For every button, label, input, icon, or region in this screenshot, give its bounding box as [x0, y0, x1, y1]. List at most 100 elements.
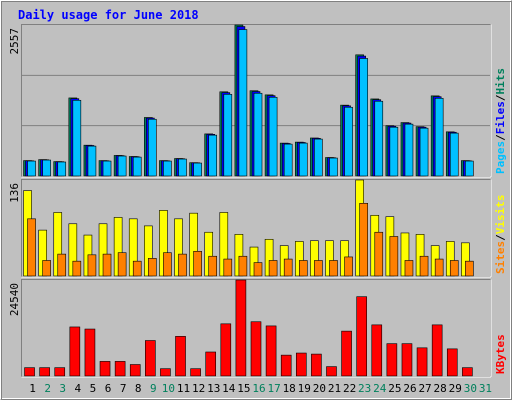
- bar: [208, 255, 218, 277]
- legend-separator: /: [494, 94, 507, 101]
- bar: [160, 368, 171, 377]
- x-tick-label: 3: [59, 382, 66, 395]
- bar: [283, 258, 293, 277]
- x-tick-label: 1: [29, 382, 36, 395]
- x-tick-label: 12: [192, 382, 205, 395]
- bar: [117, 155, 127, 177]
- bar: [27, 160, 36, 177]
- bar: [449, 260, 459, 277]
- x-tick-label: 30: [464, 382, 477, 395]
- legend: Sites/Visits: [494, 195, 507, 275]
- chart-title: Daily usage for June 2018: [18, 8, 199, 22]
- bar: [462, 367, 473, 377]
- bar: [27, 218, 36, 277]
- bar: [148, 258, 157, 277]
- bar: [359, 58, 368, 177]
- legend-separator: /: [494, 234, 507, 241]
- bar: [431, 324, 443, 377]
- x-tick-label: 15: [237, 382, 250, 395]
- bar: [223, 258, 233, 277]
- bar: [193, 162, 202, 177]
- legend-separator: /: [494, 134, 507, 141]
- bar: [24, 367, 35, 377]
- bar: [419, 127, 429, 177]
- bar: [389, 126, 399, 177]
- y-tick-label: 2557: [8, 28, 21, 55]
- bar: [57, 161, 67, 177]
- bar: [389, 236, 399, 277]
- bar: [295, 352, 307, 377]
- bar: [220, 323, 232, 377]
- bar: [265, 325, 277, 377]
- bar: [253, 92, 263, 177]
- x-tick-label: 19: [298, 382, 311, 395]
- x-tick-label: 13: [207, 382, 220, 395]
- x-tick-label: 8: [135, 382, 142, 395]
- x-tick-label: 10: [162, 382, 175, 395]
- bar: [117, 252, 127, 277]
- bar: [298, 142, 308, 177]
- bar: [253, 262, 263, 277]
- legend-entry: Pages: [494, 141, 507, 174]
- bar: [148, 118, 157, 177]
- x-tick-label: 5: [90, 382, 97, 395]
- y-tick-label: 136: [8, 183, 21, 203]
- bar: [401, 343, 413, 377]
- bar: [69, 326, 81, 377]
- bar: [356, 296, 367, 377]
- x-tick-label: 20: [313, 382, 326, 395]
- bar: [359, 202, 368, 277]
- bar: [190, 368, 201, 377]
- bar: [329, 260, 338, 277]
- bar: [311, 353, 322, 377]
- x-tick-label: 17: [267, 382, 280, 395]
- bar: [238, 255, 248, 277]
- bar: [326, 366, 337, 377]
- x-tick-label: 16: [252, 382, 265, 395]
- bar: [193, 250, 202, 277]
- bar: [42, 159, 51, 177]
- bar: [129, 364, 141, 377]
- bar: [419, 255, 429, 277]
- bar: [250, 321, 262, 377]
- bar: [314, 138, 323, 177]
- bar: [235, 279, 247, 377]
- x-tick-label: 9: [150, 382, 157, 395]
- bar: [314, 260, 323, 277]
- bar: [72, 99, 82, 177]
- bar: [465, 260, 474, 277]
- bar: [163, 252, 172, 277]
- bar: [42, 260, 51, 277]
- x-tick-label: 27: [418, 382, 431, 395]
- bar: [374, 100, 384, 177]
- bar: [39, 367, 50, 377]
- legend-entry: Files: [494, 101, 507, 134]
- bar: [238, 29, 248, 177]
- bar: [205, 351, 217, 377]
- bar: [344, 106, 353, 177]
- bar: [223, 94, 233, 177]
- bar: [341, 330, 352, 377]
- bar: [178, 158, 187, 177]
- x-tick-label: 26: [403, 382, 416, 395]
- x-tick-label: 14: [222, 382, 236, 395]
- bar: [102, 160, 112, 177]
- bar: [114, 361, 126, 377]
- x-tick-label: 21: [328, 382, 341, 395]
- bar: [132, 156, 142, 177]
- bar: [268, 260, 278, 277]
- legend: KBytes: [494, 334, 507, 374]
- bar: [72, 260, 82, 277]
- legend-entry: Visits: [494, 195, 507, 235]
- bar: [434, 97, 444, 177]
- bar: [404, 123, 414, 177]
- y-tick-label: 24540: [8, 283, 21, 316]
- bar: [145, 340, 156, 377]
- x-tick-label: 2: [44, 382, 51, 395]
- bar: [329, 157, 338, 177]
- x-tick-label: 4: [75, 382, 82, 395]
- x-tick-label: 6: [105, 382, 112, 395]
- bar: [175, 336, 186, 377]
